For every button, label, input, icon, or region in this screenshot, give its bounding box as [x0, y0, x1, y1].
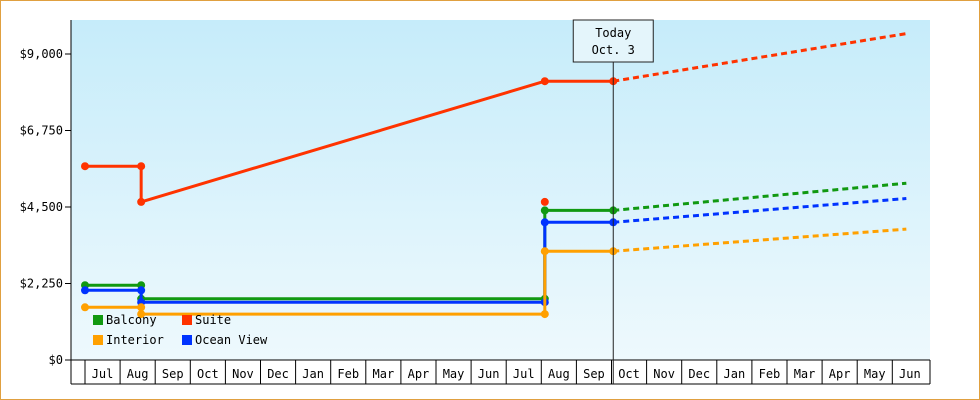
x-tick-label: Sep	[583, 367, 605, 381]
legend: Balcony Suite Interior Ocean View	[93, 313, 268, 347]
series-ocean-view	[81, 197, 907, 307]
data-point-interior	[540, 310, 549, 319]
series-interior	[81, 227, 907, 319]
data-point-suite	[137, 197, 146, 206]
legend-label-interior: Interior	[106, 333, 164, 347]
x-tick-label: Dec	[688, 367, 710, 381]
x-tick-label: Apr	[408, 367, 430, 381]
y-axis: $0 $2,250 $4,500 $6,750 $9,000	[20, 20, 72, 384]
legend-label-balcony: Balcony	[106, 313, 157, 327]
x-tick-label: Jan	[302, 367, 324, 381]
series-layer	[81, 32, 907, 319]
x-tick-label: Apr	[829, 367, 851, 381]
data-point-interior	[137, 310, 146, 319]
y-tick-label: $2,250	[20, 277, 63, 291]
data-point-ocean-view	[137, 286, 146, 295]
series-line-ocean-view	[85, 220, 614, 304]
data-point-suite	[540, 77, 549, 86]
y-tick-label: $6,750	[20, 124, 63, 138]
x-tick-label: Jun	[478, 367, 500, 381]
data-point-balcony	[540, 206, 549, 215]
legend-swatch-balcony	[93, 315, 103, 325]
data-point-ocean-view	[81, 286, 89, 295]
x-tick-label: Jul	[513, 367, 535, 381]
today-label: Today	[595, 26, 631, 40]
today-box	[572, 19, 654, 63]
x-tick-label: Dec	[267, 367, 289, 381]
y-tick-label: $9,000	[20, 47, 63, 61]
projection-line-ocean-view	[613, 197, 907, 224]
x-tick-label: Feb	[337, 367, 359, 381]
data-point-interior	[540, 247, 549, 256]
x-axis: Jul Aug Sep Oct Nov Dec Jan Feb Mar Apr May Jun Jul A…	[71, 359, 931, 385]
today-marker: Today Oct. 3	[572, 19, 654, 384]
series-line-balcony	[85, 208, 614, 301]
projection-line-interior	[613, 227, 907, 253]
x-tick-label: Mar	[794, 367, 816, 381]
legend-label-suite: Suite	[195, 313, 231, 327]
x-tick-label: Nov	[232, 367, 254, 381]
x-tick-label: Aug	[127, 367, 149, 381]
today-date: Oct. 3	[592, 43, 635, 57]
legend-label-ocean-view: Ocean View	[195, 333, 268, 347]
y-tick-label: $0	[49, 353, 63, 367]
series-line-interior	[85, 249, 614, 316]
data-point-suite	[540, 197, 549, 206]
x-tick-label: Mar	[373, 367, 395, 381]
x-tick-label: Jan	[724, 367, 746, 381]
data-point-suite	[137, 162, 146, 171]
x-tick-label: Feb	[759, 367, 781, 381]
data-point-interior	[81, 303, 89, 312]
x-tick-label: Jul	[92, 367, 114, 381]
data-point-suite	[81, 162, 89, 171]
legend-swatch-ocean-view	[182, 335, 192, 345]
x-tick-label: Nov	[653, 367, 675, 381]
x-tick-label: May	[443, 367, 465, 381]
plot-background	[71, 20, 930, 360]
projection-line-balcony	[613, 181, 907, 212]
x-tick-label: May	[864, 367, 886, 381]
x-tick-label: Sep	[162, 367, 184, 381]
data-point-ocean-view	[540, 218, 549, 227]
x-tick-label: Oct	[197, 367, 219, 381]
x-tick-label: Aug	[548, 367, 570, 381]
legend-swatch-interior	[93, 335, 103, 345]
x-tick-label: Jun	[899, 367, 921, 381]
x-tick-label: Oct	[618, 367, 640, 381]
y-tick-label: $4,500	[20, 200, 63, 214]
data-point-interior	[137, 303, 146, 312]
legend-swatch-suite	[182, 315, 192, 325]
